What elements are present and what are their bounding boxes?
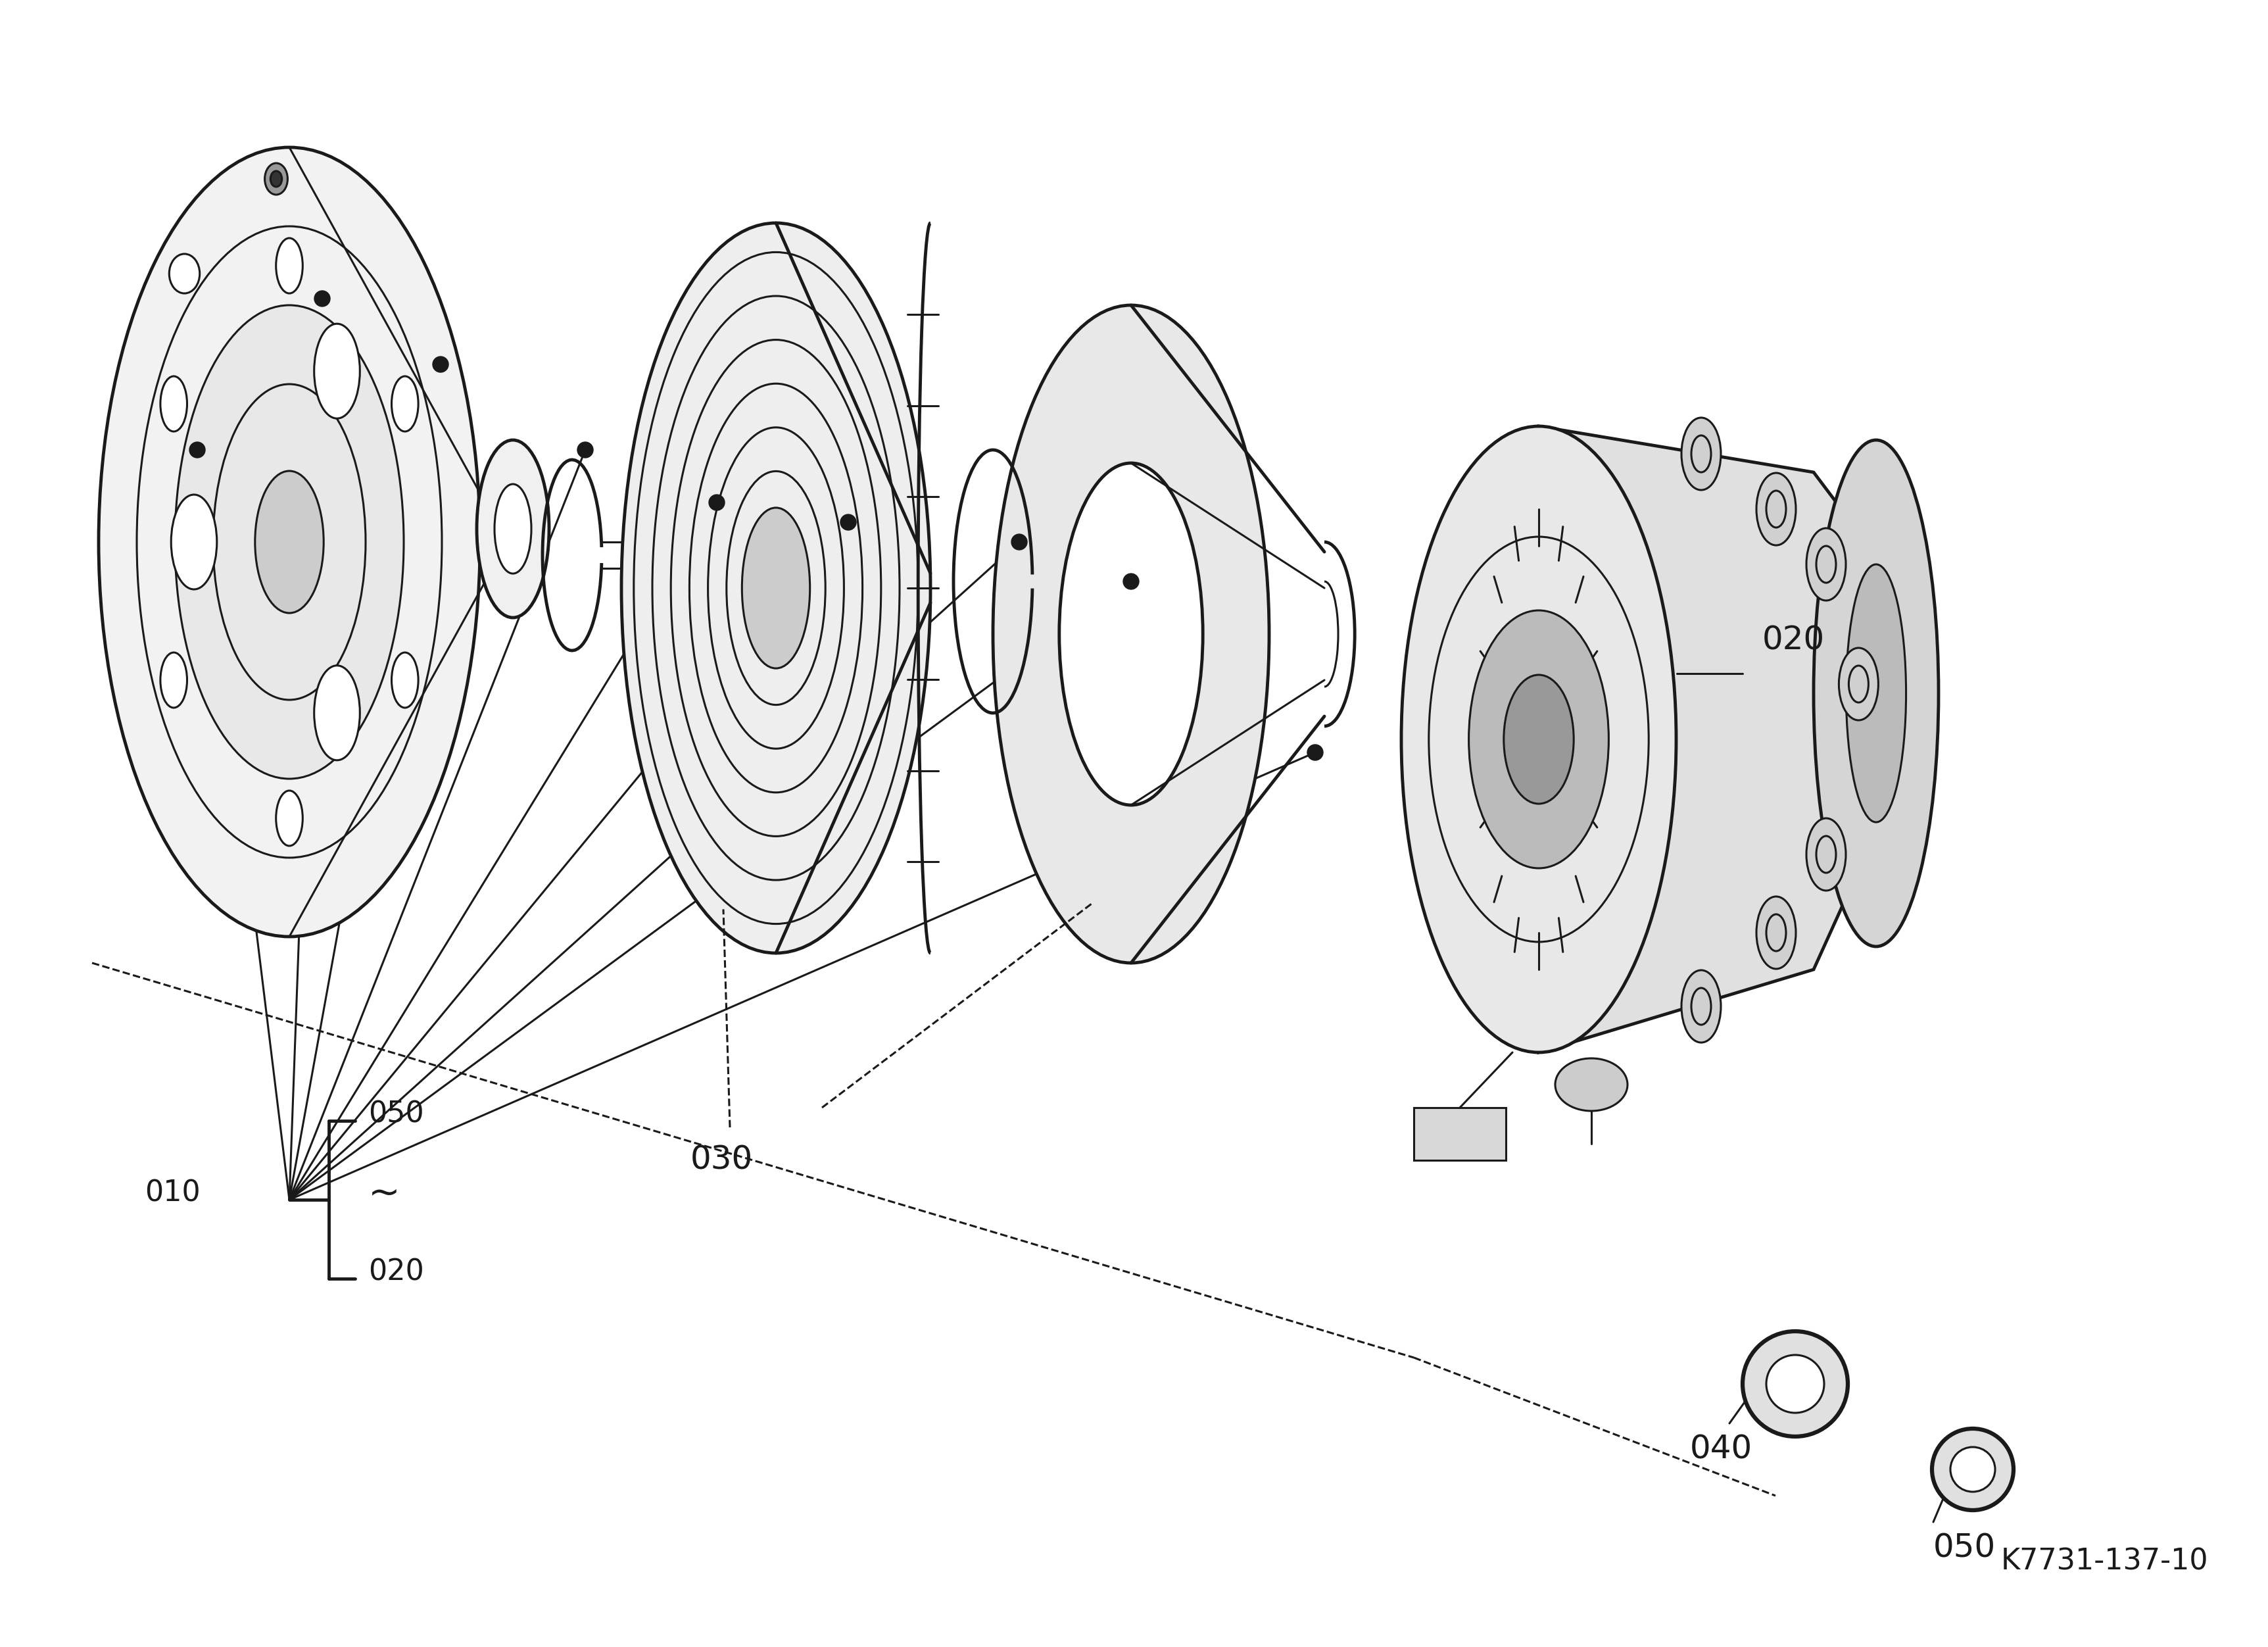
Ellipse shape: [1767, 1355, 1823, 1413]
Ellipse shape: [170, 254, 200, 293]
Text: 050: 050: [367, 1100, 424, 1128]
Circle shape: [578, 441, 594, 458]
Text: 020: 020: [1762, 624, 1826, 657]
Ellipse shape: [1556, 1059, 1628, 1112]
Ellipse shape: [1402, 427, 1676, 1052]
Circle shape: [841, 514, 857, 530]
Polygon shape: [1538, 427, 1894, 1052]
Ellipse shape: [1681, 970, 1721, 1043]
Ellipse shape: [1932, 1428, 2014, 1510]
Ellipse shape: [98, 147, 481, 937]
Ellipse shape: [993, 305, 1270, 963]
Ellipse shape: [392, 376, 417, 432]
Circle shape: [315, 292, 331, 306]
Ellipse shape: [1805, 529, 1846, 601]
Ellipse shape: [1755, 473, 1796, 545]
Text: 020: 020: [367, 1258, 424, 1286]
Circle shape: [191, 441, 204, 458]
Ellipse shape: [277, 791, 302, 847]
Ellipse shape: [1681, 418, 1721, 491]
Text: 010: 010: [145, 1179, 200, 1207]
Ellipse shape: [161, 376, 186, 432]
Text: 030: 030: [689, 1145, 753, 1176]
Ellipse shape: [392, 652, 417, 708]
Ellipse shape: [1059, 463, 1202, 805]
Ellipse shape: [742, 507, 810, 669]
Ellipse shape: [1742, 1331, 1848, 1436]
Ellipse shape: [1504, 675, 1574, 804]
Circle shape: [1012, 534, 1027, 550]
Ellipse shape: [265, 163, 288, 194]
Ellipse shape: [315, 665, 361, 761]
Ellipse shape: [1814, 440, 1939, 947]
Text: ~: ~: [367, 1174, 401, 1212]
Circle shape: [433, 356, 449, 372]
Ellipse shape: [1755, 896, 1796, 968]
Polygon shape: [1413, 1108, 1506, 1159]
Circle shape: [1123, 573, 1139, 590]
Ellipse shape: [1839, 647, 1878, 720]
Circle shape: [1306, 744, 1322, 761]
Text: 040: 040: [1690, 1435, 1753, 1466]
Ellipse shape: [494, 484, 531, 573]
Circle shape: [710, 494, 726, 511]
Ellipse shape: [1470, 611, 1608, 868]
Ellipse shape: [270, 171, 281, 186]
Ellipse shape: [1805, 819, 1846, 891]
Ellipse shape: [161, 652, 186, 708]
Ellipse shape: [1846, 565, 1905, 822]
Text: 050: 050: [1932, 1533, 1996, 1565]
Ellipse shape: [170, 494, 218, 590]
Ellipse shape: [621, 222, 930, 954]
Ellipse shape: [175, 305, 404, 779]
Ellipse shape: [1950, 1448, 1996, 1492]
Ellipse shape: [315, 324, 361, 418]
Text: K7731-137-10: K7731-137-10: [2000, 1547, 2209, 1576]
Ellipse shape: [254, 471, 324, 613]
Ellipse shape: [476, 440, 549, 618]
Ellipse shape: [277, 239, 302, 293]
